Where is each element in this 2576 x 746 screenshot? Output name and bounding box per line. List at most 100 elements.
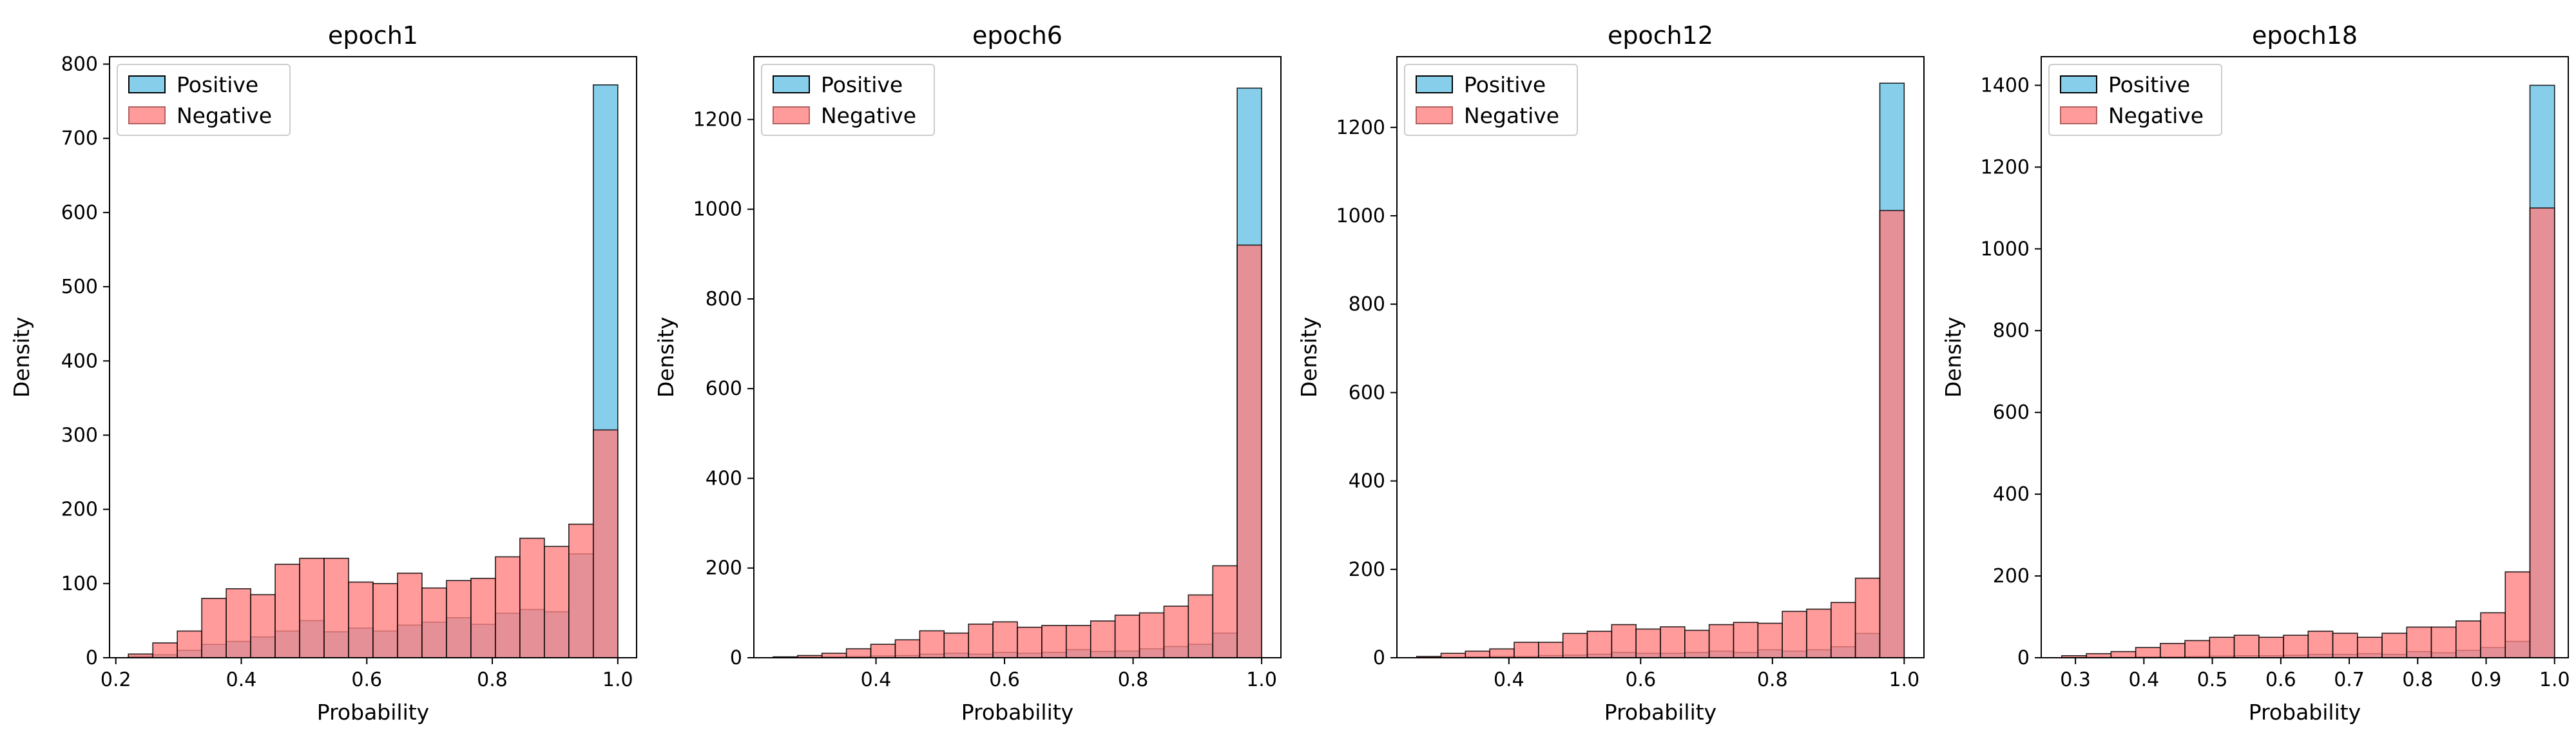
x-tick-label: 0.8 bbox=[1757, 669, 1788, 691]
negative-bar bbox=[519, 537, 545, 658]
negative-bar bbox=[894, 639, 921, 658]
y-axis-label: Density bbox=[1941, 317, 1966, 397]
negative-bar bbox=[1465, 650, 1490, 658]
negative-bar bbox=[919, 630, 945, 658]
negative-bar bbox=[1514, 642, 1539, 658]
negative-bars bbox=[128, 429, 619, 658]
subplot-title: epoch1 bbox=[328, 21, 418, 50]
negative-bar bbox=[1733, 622, 1759, 658]
negative-bar bbox=[2209, 636, 2235, 658]
y-tick-label: 0 bbox=[730, 647, 742, 669]
negative-bar bbox=[274, 564, 300, 658]
negative-bar bbox=[1806, 608, 1832, 658]
y-tick-label: 100 bbox=[61, 573, 98, 595]
negative-bar bbox=[544, 546, 570, 658]
x-ticks: 0.3 0.4 0.5 0.6 0.7 0.8 0.9 1.0 bbox=[2060, 658, 2570, 691]
positive-bars bbox=[797, 87, 1262, 658]
negative-bar bbox=[943, 632, 969, 658]
negative-bar bbox=[299, 557, 325, 658]
plot-frame bbox=[1396, 56, 1925, 658]
negative-bar bbox=[1684, 629, 1710, 658]
legend-swatch-negative bbox=[2060, 106, 2097, 124]
y-tick-label: 400 bbox=[61, 350, 98, 372]
plot-frame bbox=[753, 56, 1282, 658]
y-tick-label: 800 bbox=[1349, 293, 1385, 316]
negative-bar bbox=[250, 594, 276, 658]
negative-bar bbox=[2135, 647, 2161, 658]
subplot-epoch1: epoch1 Density Probability 0.2 0.4 0.6 0.8 1… bbox=[9, 21, 637, 725]
negative-bar bbox=[152, 642, 178, 658]
negative-bar bbox=[1163, 606, 1189, 658]
x-tick-label: 0.7 bbox=[2334, 669, 2365, 691]
y-tick-label: 400 bbox=[1349, 470, 1385, 493]
legend-label-positive: Positive bbox=[177, 72, 258, 97]
y-tick-label: 1200 bbox=[1981, 156, 2030, 178]
negative-bar bbox=[1017, 626, 1043, 658]
x-tick-label: 0.2 bbox=[101, 669, 131, 691]
x-axis-label: Probability bbox=[2249, 700, 2361, 725]
y-tick-label: 800 bbox=[1993, 320, 2030, 342]
y-tick-label: 600 bbox=[61, 202, 98, 224]
x-tick-label: 0.6 bbox=[351, 669, 382, 691]
y-tick-label: 400 bbox=[706, 467, 742, 490]
x-tick-label: 1.0 bbox=[1246, 669, 1277, 691]
negative-bar bbox=[470, 577, 496, 658]
y-tick-label: 400 bbox=[1993, 483, 2030, 506]
legend-label-positive: Positive bbox=[1464, 72, 1546, 97]
negative-bar bbox=[2110, 651, 2137, 658]
legend-label-negative: Negative bbox=[1464, 103, 1559, 128]
legend-swatch-positive bbox=[1416, 75, 1453, 93]
x-tick-label: 0.4 bbox=[1494, 669, 1524, 691]
y-tick-label: 1200 bbox=[1336, 117, 1385, 139]
negative-bar bbox=[870, 644, 896, 658]
legend: Positive Negative bbox=[2048, 64, 2222, 136]
y-tick-label: 1200 bbox=[693, 108, 742, 131]
negative-bar bbox=[1854, 577, 1881, 658]
x-tick-label: 0.9 bbox=[2471, 669, 2502, 691]
x-ticks: 0.4 0.6 0.8 1.0 bbox=[861, 658, 1277, 691]
y-tick-label: 700 bbox=[61, 128, 98, 150]
negative-bar bbox=[1440, 653, 1466, 658]
legend-swatch-negative bbox=[773, 106, 810, 124]
y-axis-label: Density bbox=[9, 317, 34, 397]
negative-bar bbox=[421, 587, 447, 658]
x-tick-label: 0.6 bbox=[989, 669, 1020, 691]
negative-bar bbox=[845, 648, 872, 658]
subplot-epoch12: epoch12 Density Probability 0.4 0.6 0.8 1.0… bbox=[1296, 21, 1925, 725]
x-tick-label: 0.3 bbox=[2060, 669, 2091, 691]
y-tick-label: 0 bbox=[86, 647, 98, 669]
positive-bars bbox=[2086, 84, 2555, 658]
positive-bars bbox=[1440, 82, 1905, 658]
y-tick-label: 1400 bbox=[1981, 74, 2030, 97]
x-tick-label: 0.4 bbox=[226, 669, 257, 691]
negative-bar bbox=[1212, 565, 1238, 658]
subplot-epoch6: epoch6 Density Probability 0.4 0.6 0.8 1.0 … bbox=[653, 21, 1282, 725]
y-ticks: 0 200 400 600 800 1000 1200 bbox=[1336, 117, 1397, 669]
negative-bar bbox=[1187, 594, 1214, 658]
plot-frame bbox=[2041, 56, 2569, 658]
legend-swatch-positive bbox=[773, 75, 810, 93]
negative-bar bbox=[2357, 636, 2383, 658]
plot-frame bbox=[109, 56, 637, 658]
legend: Positive Negative bbox=[117, 64, 291, 136]
legend-label-negative: Negative bbox=[177, 103, 272, 128]
subplot-epoch18: epoch18 Density Probability 0.3 0.4 0.5 0.6… bbox=[1941, 21, 2570, 725]
negative-bar bbox=[2381, 633, 2408, 658]
subplot-title: epoch12 bbox=[1608, 21, 1713, 50]
y-ticks: 0 200 400 600 800 1000 1200 bbox=[693, 108, 754, 669]
negative-bar bbox=[2258, 636, 2284, 658]
negative-bar bbox=[1879, 209, 1905, 658]
negative-bar bbox=[177, 630, 202, 658]
negative-bar bbox=[1757, 622, 1783, 658]
x-tick-label: 0.8 bbox=[1118, 669, 1149, 691]
y-tick-label: 0 bbox=[1373, 647, 1385, 669]
y-tick-label: 800 bbox=[706, 288, 742, 311]
x-tick-label: 1.0 bbox=[2539, 669, 2570, 691]
negative-bars bbox=[2061, 207, 2555, 658]
legend-label-positive: Positive bbox=[2108, 72, 2190, 97]
negative-bar bbox=[1635, 628, 1661, 658]
negative-bar bbox=[1090, 620, 1116, 658]
y-tick-label: 1000 bbox=[1981, 238, 2030, 260]
negative-bar bbox=[1782, 611, 1807, 658]
negative-bar bbox=[1831, 602, 1856, 658]
